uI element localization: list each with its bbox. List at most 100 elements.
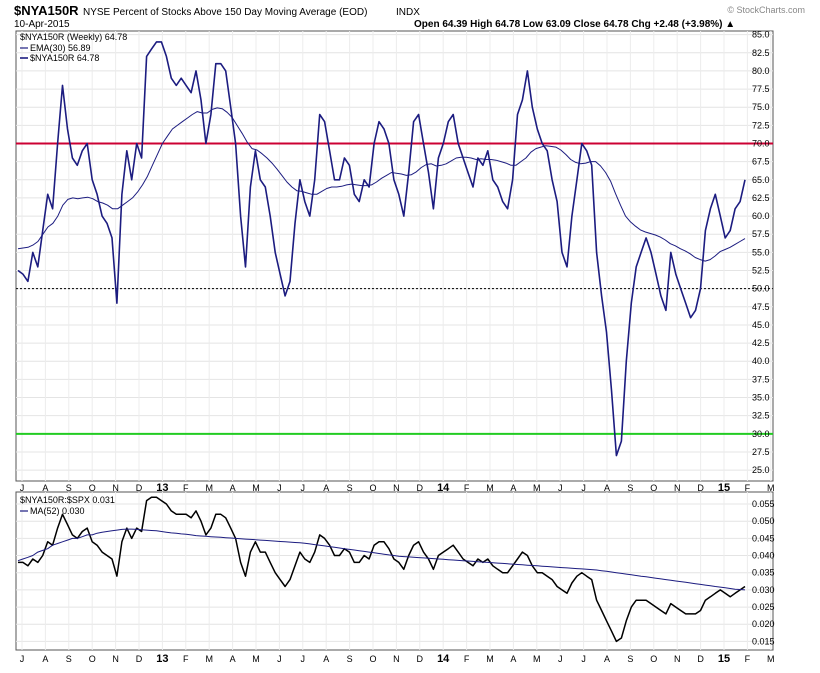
price-xtick-label: O xyxy=(650,483,657,493)
price-xtick-label: J xyxy=(581,483,586,493)
ratio-gridlines xyxy=(16,492,773,650)
price-series-layer xyxy=(17,41,746,457)
price-xtick-label: S xyxy=(66,483,72,493)
exchange-label: INDX xyxy=(396,7,420,18)
legend-close: $NYA150R 64.78 xyxy=(30,53,99,63)
ratio-ytick-label: 0.040 xyxy=(752,551,775,561)
price-xtick-label: D xyxy=(136,483,143,493)
ratio-xtick-label: J xyxy=(558,654,563,664)
ratio-xtick-label: N xyxy=(674,654,681,664)
ratio-ytick-label: 0.025 xyxy=(752,602,775,612)
symbol-title: $NYA150R xyxy=(14,3,79,18)
price-ytick-label: 27.5 xyxy=(752,447,770,457)
price-ytick-label: 65.0 xyxy=(752,175,770,185)
ratio-y-axis: 0.015 0.020 0.025 0.030 0.035 0.040 0.045 0.050… xyxy=(752,499,775,646)
ohlc-readout: Open 64.39 High 64.78 Low 63.09 Close 64… xyxy=(414,19,735,30)
ratio-xtick-label: 14 xyxy=(437,653,450,665)
price-ytick-label: 32.5 xyxy=(752,411,770,421)
price-ytick-label: 82.5 xyxy=(752,48,770,58)
price-ytick-label: 77.5 xyxy=(752,84,770,94)
ratio-xtick-label: N xyxy=(112,654,119,664)
price-xtick-label: F xyxy=(745,483,751,493)
ratio-ytick-label: 0.050 xyxy=(752,516,775,526)
price-series--nya150r xyxy=(17,41,746,457)
price-ytick-label: 85.0 xyxy=(752,30,770,40)
ratio-panel-frame xyxy=(15,491,774,651)
legend-ratio: $NYA150R:$SPX 0.031 xyxy=(20,495,115,505)
price-ytick-label: 47.5 xyxy=(752,302,770,312)
watermark: © StockCharts.com xyxy=(727,5,805,15)
price-ytick-label: 72.5 xyxy=(752,120,770,130)
price-xtick-label: D xyxy=(417,483,424,493)
price-ytick-label: 37.5 xyxy=(752,374,770,384)
price-xtick-label: S xyxy=(627,483,633,493)
price-gridlines xyxy=(16,31,773,481)
ratio-xtick-label: J xyxy=(20,654,25,664)
legend-ma: MA(52) 0.030 xyxy=(30,506,85,516)
price-xtick-label: O xyxy=(89,483,96,493)
price-y-axis: 25.0 27.5 30.0 32.5 35.0 37.5 40.0 42.5 45.0 47.5… xyxy=(752,30,770,475)
price-ytick-label: 30.0 xyxy=(752,429,770,439)
price-ytick-label: 62.5 xyxy=(752,193,770,203)
ratio-xtick-label: S xyxy=(66,654,72,664)
ratio-xtick-label: M xyxy=(533,654,541,664)
ratio-xtick-label: A xyxy=(323,654,329,664)
price-ytick-label: 80.0 xyxy=(752,66,770,76)
ratio-xtick-label: J xyxy=(301,654,306,664)
ratio-xtick-label: O xyxy=(369,654,376,664)
price-ytick-label: 67.5 xyxy=(752,157,770,167)
ratio-xtick-label: M xyxy=(252,654,260,664)
ratio-xtick-label: J xyxy=(277,654,282,664)
ratio-legend: $NYA150R:$SPX 0.031 MA(52) 0.030 xyxy=(20,495,115,516)
ratio-xtick-label: A xyxy=(510,654,516,664)
ratio-xtick-label: N xyxy=(393,654,400,664)
price-xtick-label: M xyxy=(205,483,213,493)
price-xtick-label: A xyxy=(323,483,329,493)
ratio-ytick-label: 0.055 xyxy=(752,499,775,509)
price-xtick-label: N xyxy=(674,483,681,493)
price-xtick-label: A xyxy=(230,483,236,493)
price-ytick-label: 75.0 xyxy=(752,102,770,112)
ratio-xtick-label: A xyxy=(230,654,236,664)
price-xtick-label: J xyxy=(301,483,306,493)
ratio-xtick-label: M xyxy=(205,654,213,664)
symbol-description: NYSE Percent of Stocks Above 150 Day Mov… xyxy=(83,7,367,18)
ratio-xtick-label: O xyxy=(650,654,657,664)
price-ytick-label: 57.5 xyxy=(752,229,770,239)
price-xtick-label: J xyxy=(277,483,282,493)
ratio-xtick-label: S xyxy=(347,654,353,664)
ratio-xtick-label: F xyxy=(745,654,751,664)
price-ytick-label: 55.0 xyxy=(752,247,770,257)
ratio-xtick-label: 13 xyxy=(156,653,168,665)
ratio-xtick-label: F xyxy=(183,654,189,664)
price-series-ema-30- xyxy=(17,107,746,262)
price-legend: $NYA150R (Weekly) 64.78 EMA(30) 56.89 $N… xyxy=(20,32,127,63)
ratio-ytick-label: 0.015 xyxy=(752,636,775,646)
ratio-xtick-label: D xyxy=(136,654,143,664)
price-panel-frame xyxy=(15,30,774,482)
ratio-xtick-label: A xyxy=(604,654,610,664)
price-xtick-label: M xyxy=(533,483,541,493)
price-xtick-label: 13 xyxy=(156,482,168,494)
legend-ema: EMA(30) 56.89 xyxy=(30,43,91,53)
date-label: 10-Apr-2015 xyxy=(14,19,70,30)
price-xtick-label: F xyxy=(464,483,470,493)
ratio-x-axis: J A S O N D 13 F M A M J J A S O N D 14 F M A M J J A S O N D 15 F M xyxy=(20,653,775,665)
ratio-ytick-label: 0.030 xyxy=(752,585,775,595)
price-xtick-label: S xyxy=(347,483,353,493)
ratio-panel: 0.015 0.020 0.025 0.030 0.035 0.040 0.045 0.050… xyxy=(15,491,775,665)
ratio-xtick-label: M xyxy=(486,654,494,664)
ratio-xtick-label: D xyxy=(697,654,704,664)
ratio-xtick-label: A xyxy=(42,654,48,664)
ratio-series-layer xyxy=(17,496,746,643)
price-xtick-label: A xyxy=(510,483,516,493)
price-xtick-label: F xyxy=(183,483,189,493)
ratio-xtick-label: D xyxy=(417,654,424,664)
ratio-xtick-label: 15 xyxy=(718,653,730,665)
price-xtick-label: N xyxy=(112,483,119,493)
price-ytick-label: 52.5 xyxy=(752,266,770,276)
ratio-xtick-label: S xyxy=(627,654,633,664)
legend-price-weekly: $NYA150R (Weekly) 64.78 xyxy=(20,32,127,42)
